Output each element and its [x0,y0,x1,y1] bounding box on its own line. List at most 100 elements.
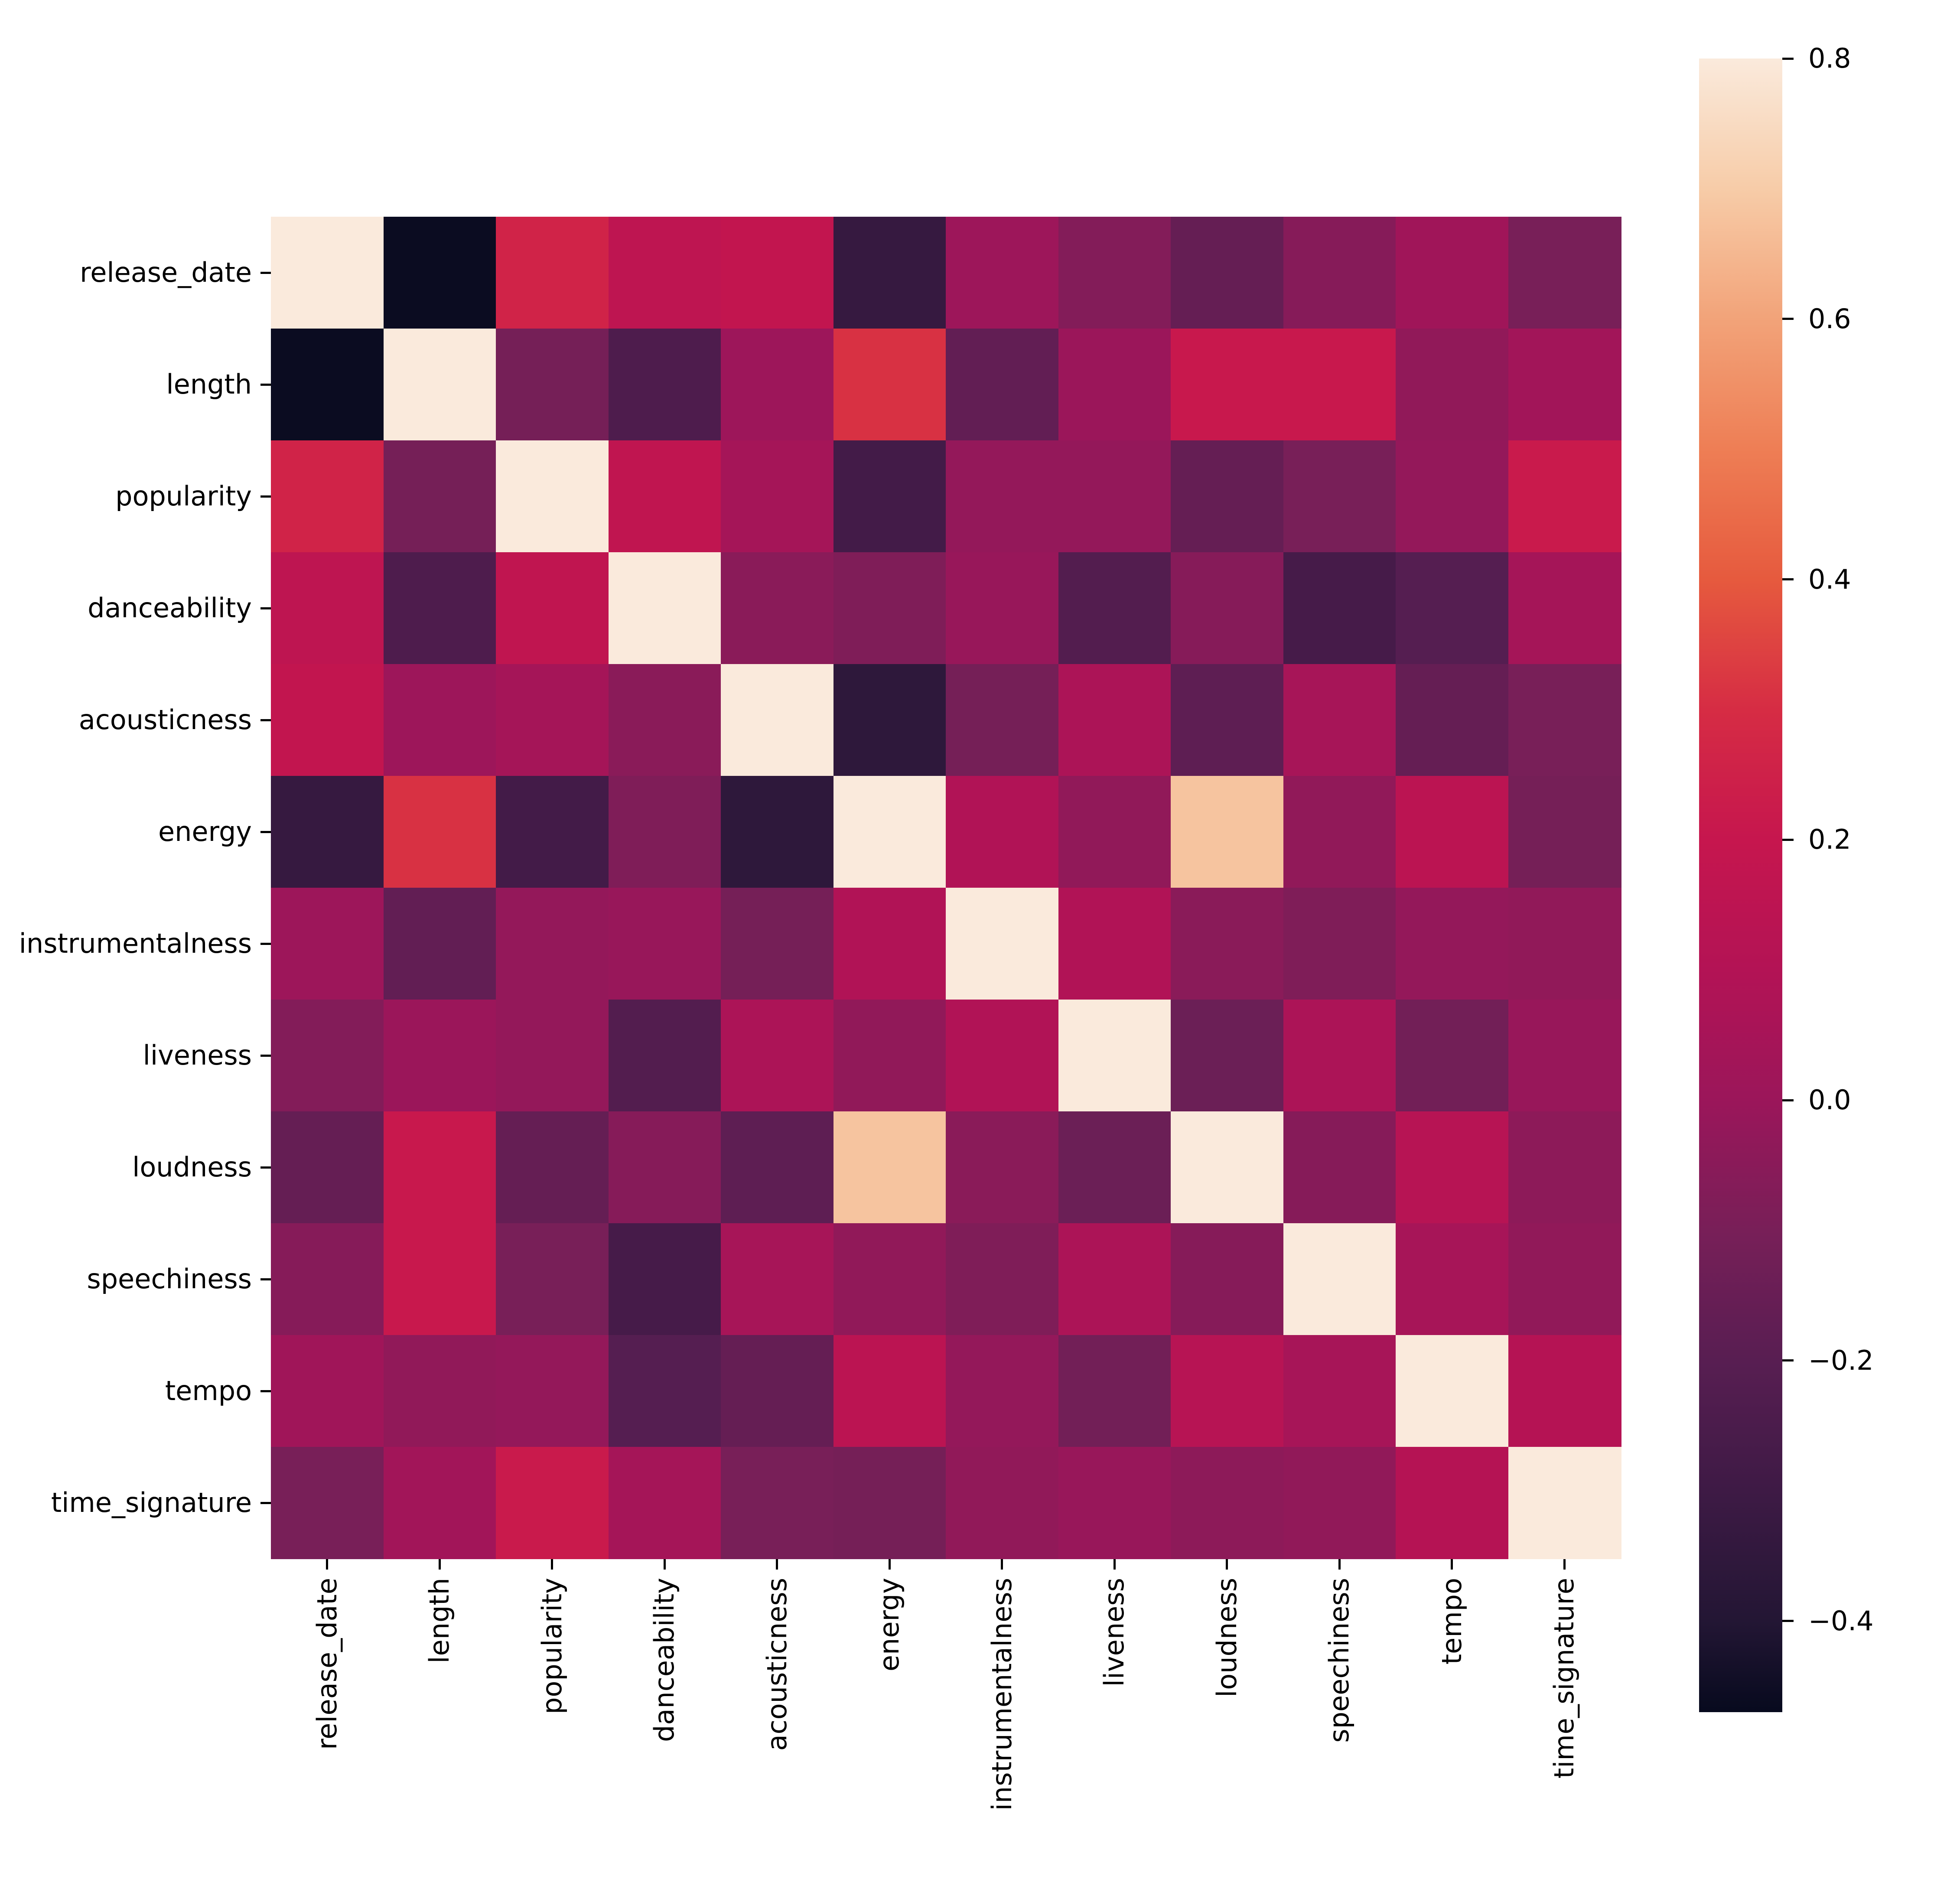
x-tick-label-time_signature: time_signature [1548,1578,1580,1779]
heatmap-cell-liveness-length [383,1000,497,1112]
heatmap-cell-loudness-energy [833,1111,947,1224]
heatmap-cell-tempo-energy [833,1335,947,1447]
heatmap-cell-instrumentalness-popularity [496,888,609,1000]
heatmap-cell-release_date-instrumentalness [946,217,1059,329]
colorbar-tick-0.2 [1782,838,1794,841]
heatmap-cell-popularity-time_signature [1508,440,1621,553]
heatmap-cell-energy-time_signature [1508,776,1621,888]
heatmap-cell-time_signature-popularity [496,1447,609,1559]
heatmap-cell-loudness-instrumentalness [946,1111,1059,1224]
x-tick-release_date [326,1559,329,1570]
heatmap-cell-length-energy [833,329,947,441]
y-tick-label-instrumentalness: instrumentalness [19,928,252,959]
colorbar-tick-label-−0.4: −0.4 [1808,1605,1874,1637]
x-tick-liveness [1113,1559,1116,1570]
heatmap-cell-release_date-liveness [1058,217,1172,329]
heatmap-cell-energy-loudness [1171,776,1284,888]
y-tick-popularity [260,495,271,498]
heatmap-cell-loudness-popularity [496,1111,609,1224]
heatmap-cell-instrumentalness-liveness [1058,888,1172,1000]
heatmap-cell-loudness-acousticness [721,1111,834,1224]
y-tick-speechiness [260,1278,271,1280]
heatmap-cell-acousticness-time_signature [1508,664,1621,776]
colorbar-tick-label-0.8: 0.8 [1808,42,1851,74]
colorbar-tick-0.4 [1782,578,1794,581]
heatmap-cell-speechiness-instrumentalness [946,1223,1059,1335]
heatmap-cell-tempo-acousticness [721,1335,834,1447]
x-tick-label-acousticness: acousticness [761,1578,793,1751]
colorbar-tick-label-0.0: 0.0 [1808,1084,1851,1116]
heatmap-cell-length-loudness [1171,329,1284,441]
x-tick-label-speechiness: speechiness [1323,1578,1355,1743]
colorbar-tick-0.6 [1782,318,1794,320]
heatmap-cell-liveness-release_date [271,1000,384,1112]
heatmap-cell-instrumentalness-time_signature [1508,888,1621,1000]
heatmap-cell-release_date-length [383,217,497,329]
heatmap-cell-instrumentalness-acousticness [721,888,834,1000]
y-tick-time_signature [260,1501,271,1504]
heatmap-cell-tempo-danceability [608,1335,722,1447]
y-tick-tempo [260,1390,271,1392]
heatmap-cell-speechiness-liveness [1058,1223,1172,1335]
heatmap-cell-liveness-danceability [608,1000,722,1112]
heatmap-cell-release_date-tempo [1396,217,1509,329]
heatmap-cell-tempo-instrumentalness [946,1335,1059,1447]
heatmap-cell-popularity-speechiness [1283,440,1397,553]
heatmap-cell-speechiness-time_signature [1508,1223,1621,1335]
y-tick-label-speechiness: speechiness [87,1263,252,1295]
heatmap-cell-danceability-acousticness [721,552,834,664]
heatmap-cell-danceability-release_date [271,552,384,664]
heatmap-cell-instrumentalness-speechiness [1283,888,1397,1000]
colorbar-gradient [1699,59,1782,1712]
heatmap-cell-length-tempo [1396,329,1509,441]
y-tick-label-acousticness: acousticness [78,704,252,736]
heatmap-cell-popularity-loudness [1171,440,1284,553]
heatmap-cell-length-liveness [1058,329,1172,441]
y-tick-instrumentalness [260,942,271,945]
heatmap-cell-speechiness-release_date [271,1223,384,1335]
heatmap-cell-instrumentalness-energy [833,888,947,1000]
heatmap-cell-length-acousticness [721,329,834,441]
heatmap-cell-acousticness-loudness [1171,664,1284,776]
x-tick-instrumentalness [1001,1559,1003,1570]
heatmap-cell-popularity-popularity [496,440,609,553]
heatmap-cell-speechiness-speechiness [1283,1223,1397,1335]
heatmap-cell-acousticness-acousticness [721,664,834,776]
heatmap-cell-speechiness-tempo [1396,1223,1509,1335]
heatmap-cell-tempo-release_date [271,1335,384,1447]
heatmap-cell-time_signature-acousticness [721,1447,834,1559]
heatmap-cell-loudness-release_date [271,1111,384,1224]
heatmap-cell-speechiness-loudness [1171,1223,1284,1335]
y-tick-label-time_signature: time_signature [51,1487,252,1518]
colorbar-tick-−0.4 [1782,1620,1794,1622]
heatmap-cell-instrumentalness-instrumentalness [946,888,1059,1000]
heatmap-cell-danceability-speechiness [1283,552,1397,664]
colorbar-tick-label-0.6: 0.6 [1808,303,1851,335]
heatmap-cell-popularity-release_date [271,440,384,553]
heatmap-cell-danceability-instrumentalness [946,552,1059,664]
heatmap-cell-speechiness-danceability [608,1223,722,1335]
heatmap-cell-tempo-length [383,1335,497,1447]
y-tick-label-loudness: loudness [132,1151,252,1183]
x-tick-length [438,1559,441,1570]
x-tick-label-danceability: danceability [648,1578,680,1742]
heatmap-cell-popularity-length [383,440,497,553]
x-tick-energy [888,1559,891,1570]
heatmap-cell-acousticness-danceability [608,664,722,776]
heatmap-cell-liveness-loudness [1171,1000,1284,1112]
heatmap-cell-energy-energy [833,776,947,888]
heatmap-cell-loudness-time_signature [1508,1111,1621,1224]
heatmap-cell-speechiness-energy [833,1223,947,1335]
heatmap-cell-liveness-popularity [496,1000,609,1112]
heatmap-cell-danceability-danceability [608,552,722,664]
heatmap-cell-release_date-loudness [1171,217,1284,329]
x-tick-time_signature [1563,1559,1566,1570]
colorbar-tick-label-−0.2: −0.2 [1808,1344,1874,1376]
heatmap-cell-acousticness-popularity [496,664,609,776]
heatmap-cell-energy-instrumentalness [946,776,1059,888]
heatmap-cell-tempo-tempo [1396,1335,1509,1447]
heatmap-cell-instrumentalness-length [383,888,497,1000]
heatmap-cell-time_signature-tempo [1396,1447,1509,1559]
heatmap-cell-popularity-instrumentalness [946,440,1059,553]
heatmap-cell-danceability-loudness [1171,552,1284,664]
